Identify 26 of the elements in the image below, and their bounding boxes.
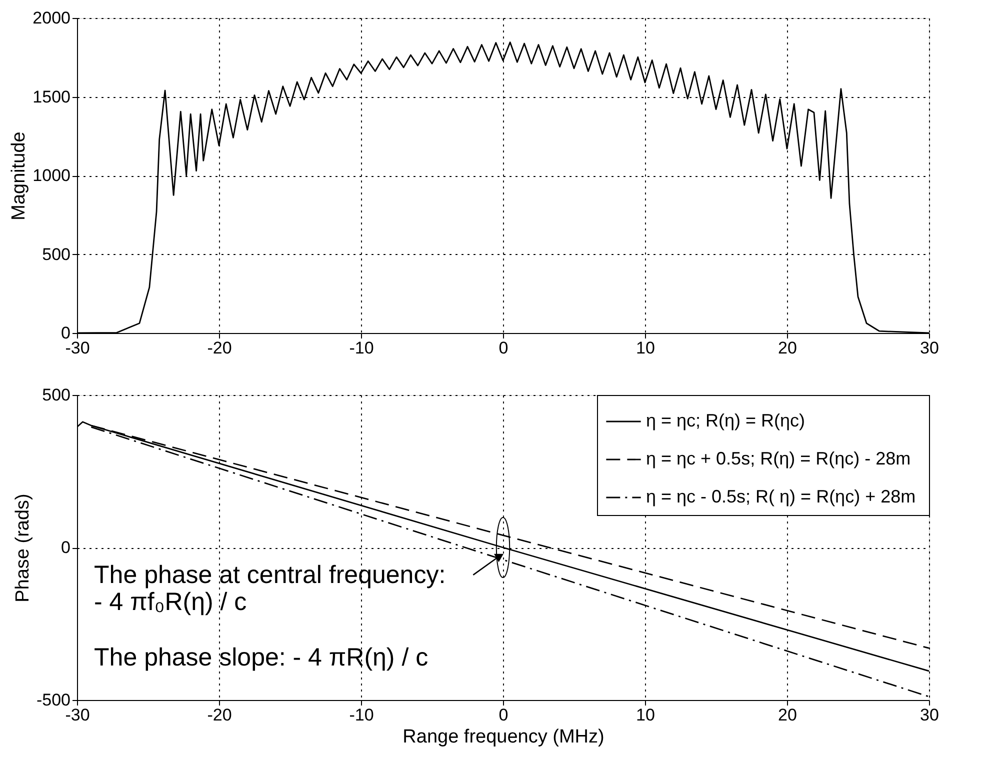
y-tick-label: 1000 xyxy=(32,166,70,185)
x-tick-label: 10 xyxy=(636,706,655,724)
annotation: The phase slope: - 4 πR(η) / c xyxy=(94,643,428,672)
x-tick-label: 0 xyxy=(498,338,508,358)
y-tick-label: 1500 xyxy=(32,87,70,106)
x-tick-label: 20 xyxy=(778,706,797,724)
x-tick-label: 10 xyxy=(636,338,655,358)
x-tick-label: -20 xyxy=(207,338,232,358)
annotation: The phase at central frequency: - 4 πf₀R(η) / c xyxy=(94,560,446,616)
x-tick-label: 30 xyxy=(920,706,939,724)
x-tick-label: 20 xyxy=(778,338,797,358)
x-tick-label: 0 xyxy=(498,706,508,724)
x-tick-label: -20 xyxy=(207,706,232,724)
y-tick-label: 2000 xyxy=(32,8,70,28)
y-axis-title: Magnitude xyxy=(8,132,30,220)
legend-label: η = ηc; R(η) = R(ηc) xyxy=(646,410,806,430)
x-axis-title: Range frequency (MHz) xyxy=(402,726,604,748)
x-tick-label: -10 xyxy=(349,706,374,724)
y-axis-title: Phase (rads) xyxy=(12,494,34,602)
x-tick-label: 30 xyxy=(920,338,939,358)
legend-label: η = ηc - 0.5s; R( η) = R(ηc) + 28m xyxy=(646,486,916,506)
x-tick-label: -10 xyxy=(349,338,374,358)
legend-label: η = ηc + 0.5s; R(η) = R(ηc) - 28m xyxy=(646,448,911,468)
y-tick-label: 0 xyxy=(61,538,70,557)
y-tick-label: 500 xyxy=(42,386,70,404)
y-tick-label: 500 xyxy=(42,244,70,264)
